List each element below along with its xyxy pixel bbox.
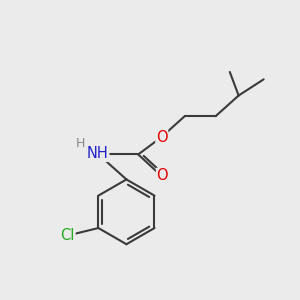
- Text: H: H: [76, 137, 85, 150]
- Text: NH: NH: [87, 146, 109, 161]
- Text: O: O: [157, 168, 168, 183]
- Text: Cl: Cl: [61, 228, 75, 243]
- Text: O: O: [156, 130, 168, 145]
